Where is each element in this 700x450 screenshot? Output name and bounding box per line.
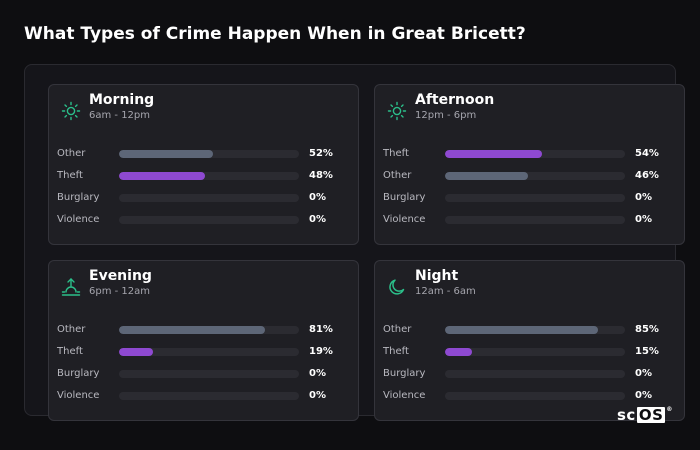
bar-row-other: Other 52% (49, 147, 358, 161)
sunset-icon (61, 277, 81, 297)
card-evening: Evening 6pm - 12am Other 81% Theft 19% Burgl… (48, 260, 359, 421)
page-title: What Types of Crime Happen When in Great… (24, 24, 526, 44)
bar-label: Burglary (383, 368, 426, 379)
bar-value-label: 0% (635, 214, 652, 225)
card-subtitle: 6pm - 12am (89, 286, 151, 297)
bar-label: Other (383, 324, 412, 335)
bar-value-label: 0% (309, 192, 326, 203)
bar-label: Burglary (57, 192, 100, 203)
card-afternoon: Afternoon 12pm - 6pm Theft 54% Other 46% Bur… (374, 84, 685, 245)
bar-track (119, 326, 299, 334)
sun-icon (387, 101, 407, 121)
bar-track (445, 216, 625, 224)
card-title: Night (415, 268, 459, 284)
bar-label: Violence (57, 390, 100, 401)
bar-row-violence: Violence 0% (49, 389, 358, 403)
bar-row-other: Other 46% (375, 169, 684, 183)
bar-track (445, 150, 625, 158)
bar-value-label: 15% (635, 346, 659, 357)
card-subtitle: 12pm - 6pm (415, 110, 477, 121)
bar-track (445, 194, 625, 202)
bar-label: Violence (57, 214, 100, 225)
sun-icon (61, 101, 81, 121)
scos-logo: sc OS ® (617, 405, 673, 425)
bar-track (119, 392, 299, 400)
bar-other (119, 326, 265, 334)
logo-text-a: sc (617, 406, 636, 424)
bar-row-burglary: Burglary 0% (375, 191, 684, 205)
logo-mark: ® (666, 405, 673, 413)
bar-label: Theft (57, 170, 83, 181)
bar-row-theft: Theft 48% (49, 169, 358, 183)
card-title: Evening (89, 268, 152, 284)
card-subtitle: 6am - 12pm (89, 110, 151, 121)
bar-other (119, 150, 213, 158)
bar-row-violence: Violence 0% (49, 213, 358, 227)
bar-track (119, 150, 299, 158)
bar-value-label: 81% (309, 324, 333, 335)
bar-value-label: 85% (635, 324, 659, 335)
bar-track (445, 370, 625, 378)
bar-track (119, 216, 299, 224)
bar-row-burglary: Burglary 0% (49, 191, 358, 205)
bar-theft (119, 172, 206, 180)
logo-text-b: OS (636, 406, 666, 424)
bar-track (119, 172, 299, 180)
bar-label: Theft (383, 346, 409, 357)
card-night: Night 12am - 6am Other 85% Theft 15% Burglar… (374, 260, 685, 421)
bar-track (119, 194, 299, 202)
bar-theft (445, 348, 472, 356)
bar-value-label: 19% (309, 346, 333, 357)
bar-row-other: Other 85% (375, 323, 684, 337)
bar-value-label: 0% (309, 368, 326, 379)
bar-label: Violence (383, 390, 426, 401)
bar-label: Other (57, 324, 86, 335)
bar-label: Other (383, 170, 412, 181)
bar-track (445, 348, 625, 356)
bar-row-theft: Theft 19% (49, 345, 358, 359)
bar-track (119, 370, 299, 378)
bar-row-theft: Theft 15% (375, 345, 684, 359)
card-morning: Morning 6am - 12pm Other 52% Theft 48% Burgl… (48, 84, 359, 245)
bar-value-label: 0% (635, 192, 652, 203)
bar-track (445, 392, 625, 400)
bar-value-label: 48% (309, 170, 333, 181)
bar-label: Theft (57, 346, 83, 357)
card-title: Morning (89, 92, 155, 108)
bar-other (445, 326, 598, 334)
bar-label: Other (57, 148, 86, 159)
bar-value-label: 52% (309, 148, 333, 159)
bar-label: Violence (383, 214, 426, 225)
bar-track (445, 326, 625, 334)
bar-value-label: 0% (309, 214, 326, 225)
card-subtitle: 12am - 6am (415, 286, 476, 297)
bar-row-burglary: Burglary 0% (49, 367, 358, 381)
bar-row-burglary: Burglary 0% (375, 367, 684, 381)
bar-row-violence: Violence 0% (375, 213, 684, 227)
bar-theft (445, 150, 543, 158)
bar-track (119, 348, 299, 356)
bar-other (445, 172, 528, 180)
bar-row-other: Other 81% (49, 323, 358, 337)
bar-label: Burglary (383, 192, 426, 203)
bar-value-label: 0% (309, 390, 326, 401)
bar-value-label: 54% (635, 148, 659, 159)
bar-row-violence: Violence 0% (375, 389, 684, 403)
moon-icon (387, 277, 407, 297)
bar-value-label: 0% (635, 368, 652, 379)
bar-label: Theft (383, 148, 409, 159)
bar-label: Burglary (57, 368, 100, 379)
bar-value-label: 46% (635, 170, 659, 181)
bar-value-label: 0% (635, 390, 652, 401)
bar-row-theft: Theft 54% (375, 147, 684, 161)
bar-track (445, 172, 625, 180)
card-title: Afternoon (415, 92, 495, 108)
bar-theft (119, 348, 154, 356)
